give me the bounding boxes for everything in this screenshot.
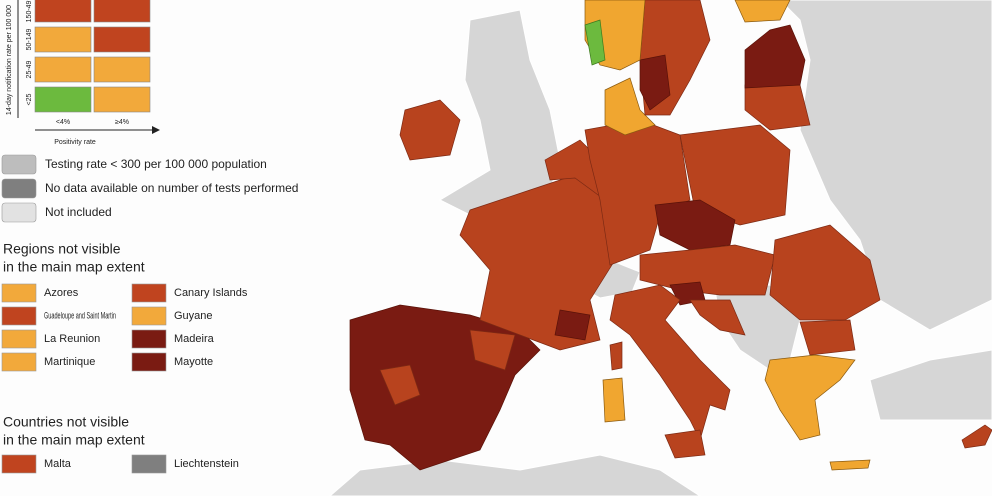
legend-label: No data available on number of tests per…	[45, 181, 298, 195]
x-axis-label: Positivity rate	[54, 139, 96, 146]
matrix-cell	[34, 56, 92, 83]
matrix-cell	[93, 0, 151, 23]
legend-swatch	[1, 178, 37, 199]
sweden-south	[639, 54, 671, 111]
austria-hungary	[639, 244, 776, 296]
column-label: ≥4%	[115, 119, 129, 126]
romania	[769, 224, 881, 321]
legend-label: La Reunion	[44, 333, 100, 345]
legend-label: Martinique	[44, 356, 95, 368]
legend-swatch	[1, 283, 37, 303]
legend-swatch	[131, 329, 167, 349]
sicily	[664, 429, 706, 459]
legend: 150-499 50-149 25-49 <25 14-day notification…	[1, 0, 298, 474]
legend-label: Testing rate < 300 per 100 000 populatio…	[45, 157, 267, 171]
legend-swatch	[1, 329, 37, 349]
russia	[779, 0, 992, 331]
section-title: Countries not visible	[3, 414, 129, 430]
legend-swatch	[131, 306, 167, 326]
corsica	[609, 341, 623, 371]
section-title: Regions not visible	[3, 241, 121, 257]
greece	[764, 354, 856, 441]
matrix-cell	[93, 56, 151, 83]
legend-swatch	[131, 283, 167, 303]
spain-region	[469, 329, 516, 371]
row-label: 25-49	[26, 60, 33, 78]
denmark	[604, 77, 656, 136]
legend-swatch	[1, 202, 37, 223]
legend-label: Mayotte	[174, 356, 213, 368]
latvia	[744, 24, 806, 89]
legend-swatch	[1, 154, 37, 175]
column-label: <4%	[56, 119, 70, 126]
row-label: <25	[26, 93, 33, 105]
legend-label: Liechtenstein	[174, 458, 239, 470]
matrix-cell	[93, 86, 151, 113]
norway-west	[584, 19, 606, 66]
crete	[829, 459, 871, 471]
legend-label: Malta	[44, 458, 72, 470]
legend-swatch	[1, 352, 37, 372]
germany	[584, 119, 691, 266]
cyprus	[961, 424, 992, 449]
bulgaria	[799, 319, 856, 356]
row-label: 150-499	[26, 0, 33, 22]
finland	[734, 0, 791, 23]
section-title: in the main map extent	[3, 432, 145, 448]
row-label: 50-149	[26, 28, 33, 50]
x-axis-arrow	[152, 126, 160, 134]
legend-swatch	[1, 306, 37, 326]
map	[329, 0, 992, 496]
legend-swatch	[131, 454, 167, 474]
legend-label: Madeira	[174, 333, 215, 345]
legend-swatch	[1, 454, 37, 474]
y-axis-label: 14-day notification rate per 100 000	[6, 5, 13, 115]
legend-swatch	[131, 352, 167, 372]
matrix-cell	[34, 0, 92, 23]
matrix-cell	[93, 26, 151, 53]
france-south	[554, 309, 591, 341]
spain-region	[379, 364, 421, 406]
legend-label: Canary Islands	[174, 287, 248, 299]
legend-label: Not included	[45, 205, 112, 219]
matrix-cell	[34, 86, 92, 113]
croatia	[689, 299, 746, 336]
legend-label: Guadeloupe and Saint Martin	[44, 310, 116, 320]
matrix-cell	[34, 26, 92, 53]
legend-label: Guyane	[174, 310, 213, 322]
turkey	[869, 349, 992, 421]
ireland	[399, 99, 461, 161]
section-title: in the main map extent	[3, 259, 145, 275]
italy	[609, 284, 731, 441]
czechia	[654, 199, 736, 251]
sardinia	[602, 377, 626, 423]
legend-label: Azores	[44, 287, 79, 299]
